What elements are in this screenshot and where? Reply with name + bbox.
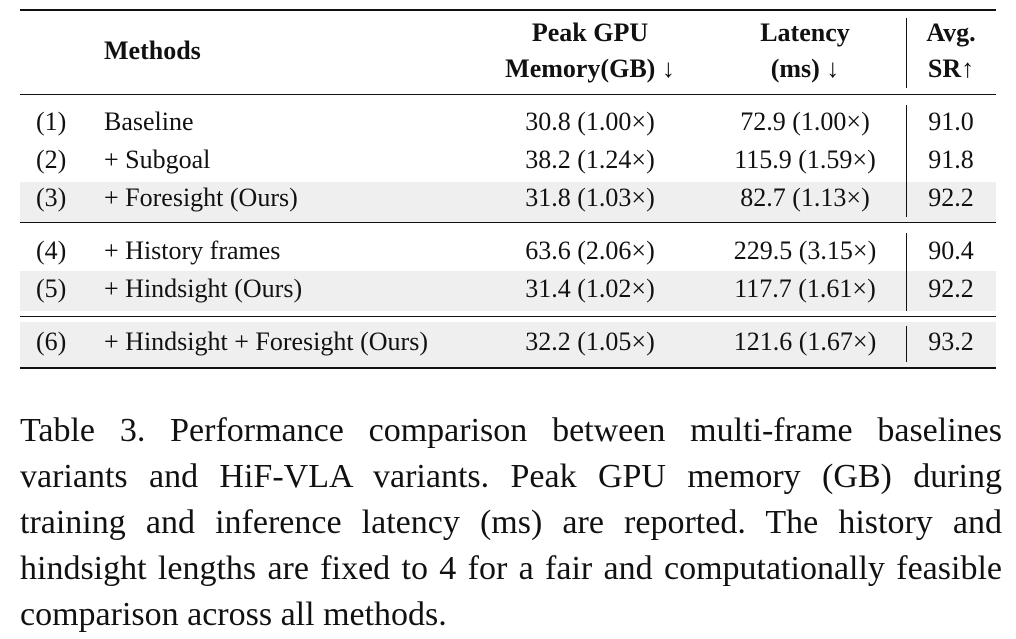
header-rule: [20, 94, 996, 95]
row-3-memory: 31.8 (1.03×): [525, 183, 655, 212]
table-caption: Table 3. Performance comparison between …: [20, 412, 1002, 633]
results-table: Methods Peak GPU Memory(GB) ↓ Latency (m…: [20, 9, 996, 369]
row-3-latency: 82.7 (1.13×): [740, 183, 870, 212]
row-4-method: + History frames: [104, 236, 281, 265]
row-shade-6: [20, 322, 996, 367]
row-4-latency: 229.5 (3.15×): [733, 236, 877, 265]
header-memory-line1: Peak GPU: [531, 18, 649, 47]
row-4-memory: 63.6 (2.06×): [525, 236, 655, 265]
bottom-rule: [20, 367, 996, 369]
row-6-memory: 32.2 (1.05×): [525, 327, 655, 356]
row-4-number: (4): [36, 236, 67, 265]
sr-separator-group-1: [906, 105, 907, 217]
row-4-sr: 90.4: [928, 236, 974, 265]
sr-separator-group-3: [906, 326, 907, 362]
header-sr-line1: Avg.: [926, 18, 976, 47]
row-1-sr: 91.0: [928, 107, 974, 136]
row-1-method: Baseline: [104, 107, 194, 136]
row-shade-5: [20, 271, 996, 311]
sr-separator-header: [906, 18, 907, 88]
row-2-method: + Subgoal: [104, 145, 211, 174]
row-2-latency: 115.9 (1.59×): [734, 145, 876, 174]
top-rule: [20, 9, 996, 11]
row-5-memory: 31.4 (1.02×): [525, 274, 655, 303]
row-5-number: (5): [36, 274, 67, 303]
row-3-method: + Foresight (Ours): [104, 183, 298, 212]
row-1-memory: 30.8 (1.00×): [525, 107, 655, 136]
header-latency-line1: Latency: [760, 18, 850, 47]
group-rule-2: [20, 316, 996, 317]
header-methods: Methods: [104, 36, 201, 65]
row-5-sr: 92.2: [928, 274, 974, 303]
sr-separator-group-2: [906, 233, 907, 311]
row-2-sr: 91.8: [928, 145, 974, 174]
row-2-memory: 38.2 (1.24×): [525, 145, 655, 174]
row-6-number: (6): [36, 327, 67, 356]
group-rule-1: [20, 222, 996, 223]
row-1-latency: 72.9 (1.00×): [740, 107, 870, 136]
row-5-method: + Hindsight (Ours): [104, 274, 303, 303]
row-1-number: (1): [36, 107, 67, 136]
row-3-number: (3): [36, 183, 67, 212]
row-6-sr: 93.2: [928, 327, 974, 356]
row-2-number: (2): [36, 145, 67, 174]
row-5-latency: 117.7 (1.61×): [734, 274, 876, 303]
row-6-latency: 121.6 (1.67×): [733, 327, 877, 356]
header-sr-line2: SR↑: [927, 54, 975, 83]
header-latency-line2: (ms) ↓: [770, 54, 840, 83]
row-3-sr: 92.2: [928, 183, 974, 212]
row-6-method: + Hindsight + Foresight (Ours): [104, 327, 428, 356]
header-memory-line2: Memory(GB) ↓: [505, 54, 675, 83]
row-shade-3: [20, 182, 996, 222]
